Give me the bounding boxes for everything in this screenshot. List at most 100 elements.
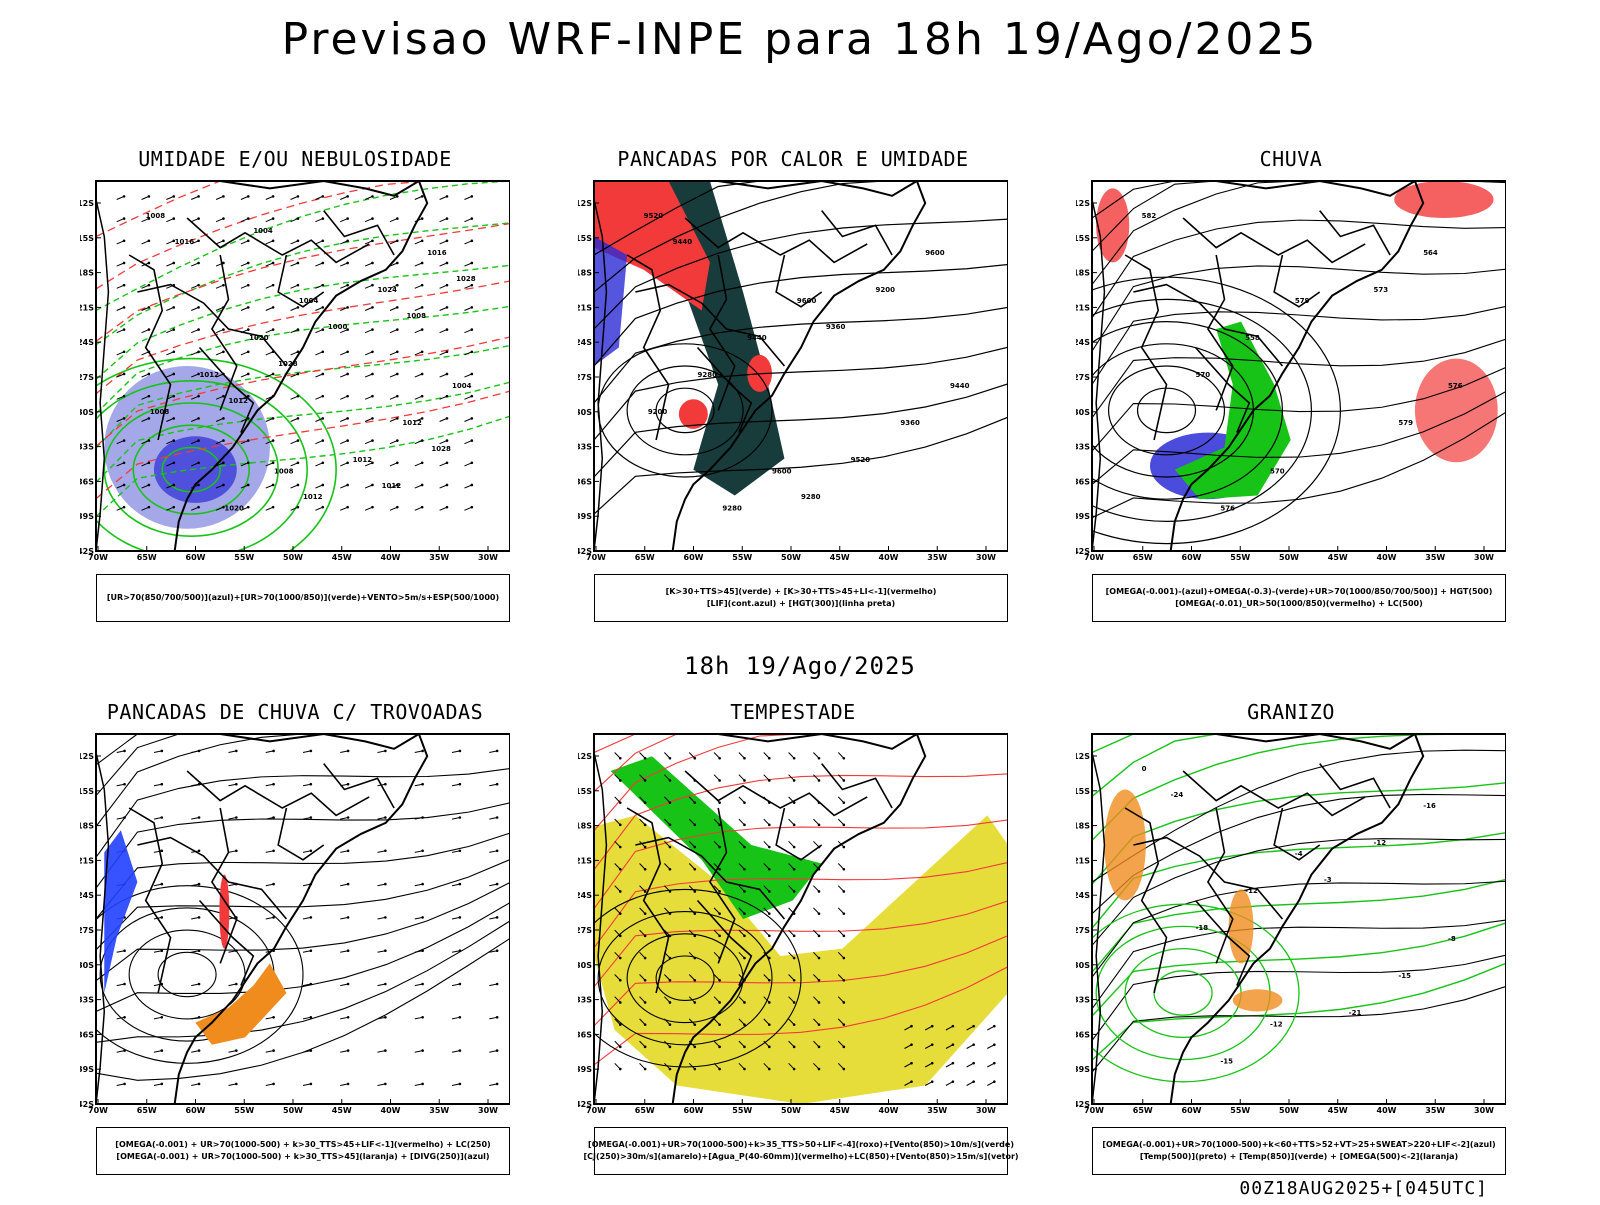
- wind-vector-head: [842, 1001, 846, 1004]
- wind-vector: [614, 1018, 621, 1025]
- wind-vector-head: [246, 217, 250, 220]
- wind-vector-head: [172, 483, 176, 487]
- lon-tick-label: 70W: [1084, 553, 1104, 562]
- wind-vector-head: [246, 350, 250, 354]
- main-title: Previsao WRF-INPE para 18h 19/Ago/2025: [281, 14, 1319, 65]
- border-line: [1182, 770, 1366, 817]
- wind-vector: [116, 484, 125, 489]
- wind-vector: [414, 262, 423, 267]
- wind-vector-head: [445, 505, 449, 509]
- lat-tick-label: 15S: [80, 234, 94, 243]
- wind-vector-head: [421, 1082, 424, 1086]
- wind-vector: [166, 306, 174, 311]
- wind-vector-head: [458, 1016, 462, 1019]
- wind-vector-head: [910, 1080, 913, 1083]
- wind-vector-head: [296, 195, 300, 198]
- wind-vector: [116, 262, 125, 267]
- contour-line: [1124, 947, 1242, 1039]
- contour-label: 9440: [673, 238, 693, 246]
- wind-vector: [414, 1083, 423, 1086]
- wind-vector: [265, 506, 274, 511]
- legend-line: [OMEGA(-0.01)_UR>50(1000/850)(vermelho) …: [1175, 599, 1423, 608]
- wind-vector: [688, 1018, 696, 1025]
- wind-vector-head: [445, 394, 449, 398]
- wind-vector: [763, 885, 770, 892]
- wind-vector-head: [718, 823, 721, 827]
- wind-vector: [639, 1040, 646, 1048]
- wind-vector: [738, 840, 745, 848]
- lon-tick-label: 50W: [781, 1106, 801, 1115]
- wind-vector: [191, 950, 200, 953]
- wind-vector-head: [693, 956, 697, 960]
- wind-vector: [837, 1040, 845, 1048]
- lon-tick-label: 45W: [830, 1106, 850, 1115]
- wind-vector-head: [271, 306, 275, 309]
- wind-vector: [414, 440, 423, 445]
- wind-vector: [389, 417, 398, 422]
- wind-vector-head: [271, 483, 275, 487]
- wind-vector: [688, 929, 696, 937]
- wind-vector-head: [346, 816, 350, 819]
- wind-vector: [215, 506, 224, 511]
- contour-line: [1092, 838, 1506, 946]
- streamline-arrows: [116, 749, 499, 1086]
- contour-label: 1008: [274, 467, 294, 475]
- lon-tick-label: 30W: [478, 553, 498, 562]
- contour-label: 1028: [431, 445, 451, 453]
- wind-vector-head: [495, 982, 499, 986]
- wind-vector-head: [421, 1016, 424, 1019]
- red-thickness-lines: [96, 181, 510, 500]
- contour-label: 1028: [456, 275, 476, 283]
- panel-title: UMIDADE E/OU NEBULOSIDADE: [138, 147, 452, 171]
- contour-line: [96, 264, 510, 380]
- wind-vector: [315, 440, 323, 445]
- wind-vector-head: [495, 782, 499, 786]
- wind-vector-head: [160, 1082, 164, 1086]
- lat-tick-label: 27S: [1076, 373, 1090, 382]
- wind-vector: [302, 750, 311, 753]
- coastline-path: [173, 181, 429, 551]
- legend-line: [OMEGA(-0.001) + UR>70(1000-500) + k>30_…: [115, 1140, 491, 1149]
- temp850-contours: [1092, 734, 1506, 1061]
- contour-line: [1153, 970, 1213, 1016]
- wind-vector: [340, 916, 349, 920]
- wind-vector-head: [668, 1067, 672, 1071]
- lat-tick-label: 33S: [80, 443, 94, 452]
- lon-tick-label: 50W: [283, 553, 303, 562]
- contour-label: 9200: [876, 286, 896, 294]
- wind-vector: [713, 929, 720, 937]
- wind-vector: [738, 1040, 745, 1048]
- green-humidity-lines: [96, 181, 510, 518]
- wind-vector: [240, 306, 249, 311]
- wind-vector-head: [271, 261, 275, 265]
- wind-vector-head: [445, 461, 449, 465]
- wind-vector: [340, 218, 348, 223]
- wind-vector-head: [421, 982, 424, 986]
- contour-line: [96, 734, 510, 766]
- wind-vector: [290, 417, 299, 422]
- wind-vector-head: [718, 890, 721, 893]
- border-line: [186, 770, 370, 817]
- wind-vector: [141, 306, 150, 311]
- contour-label: 579: [1398, 419, 1413, 427]
- lon-tick-label: 45W: [332, 1106, 352, 1115]
- wind-vector: [240, 351, 249, 356]
- panel-title: PANCADAS POR CALOR E UMIDADE: [617, 147, 969, 171]
- wind-vector-head: [172, 328, 176, 331]
- wind-vector: [166, 373, 174, 378]
- coastline: [96, 734, 429, 1104]
- wind-vector-head: [197, 849, 201, 853]
- wind-vector: [439, 506, 448, 511]
- lat-tick-label: 39S: [80, 1065, 94, 1074]
- wind-vector-head: [618, 867, 622, 871]
- wind-vector-head: [309, 749, 313, 753]
- wind-vector-head: [272, 749, 275, 753]
- wind-vector: [240, 195, 249, 200]
- wind-vector-head: [396, 439, 399, 442]
- wind-vector-head: [384, 882, 387, 886]
- wind-vector-head: [768, 1001, 771, 1004]
- plot-frame: [95, 180, 510, 552]
- wind-vector-head: [321, 394, 325, 398]
- wind-vector-head: [321, 372, 325, 376]
- wind-vector: [414, 850, 423, 853]
